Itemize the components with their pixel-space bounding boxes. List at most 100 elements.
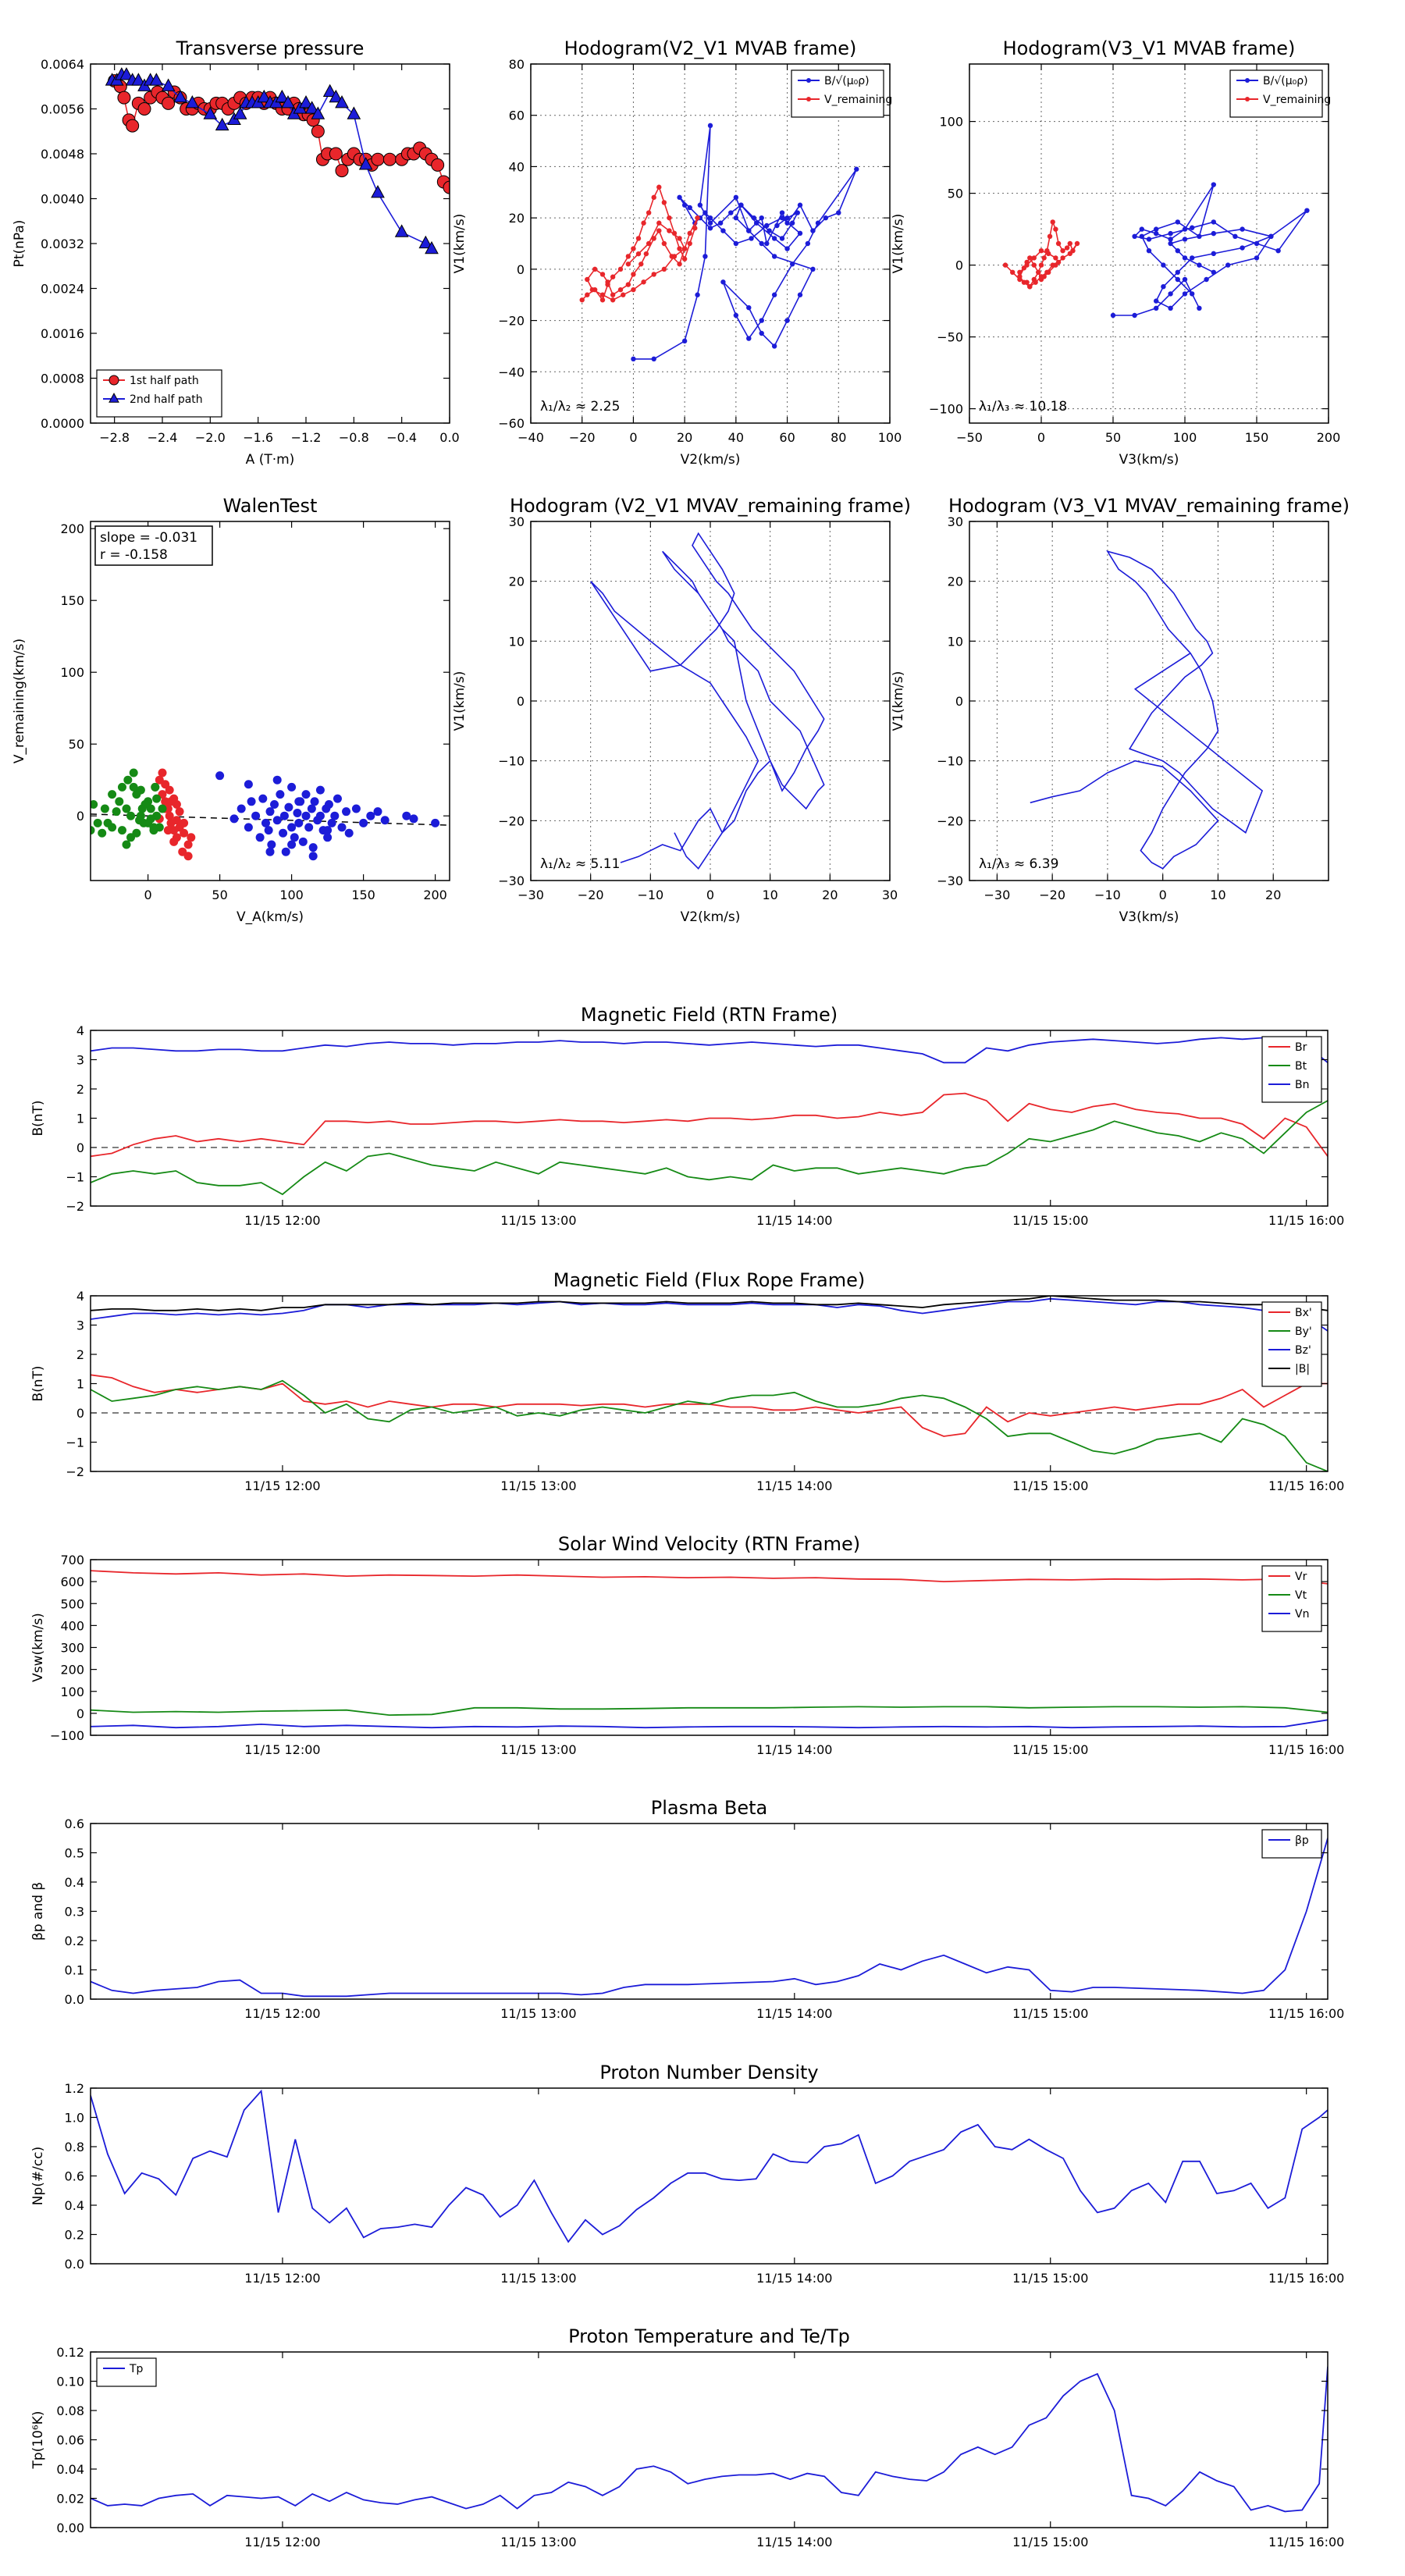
y-tick-label: 0.0008 [41, 372, 84, 386]
data-point [1275, 248, 1281, 254]
data-point [610, 274, 616, 279]
data-point [1254, 240, 1260, 247]
data-point [764, 240, 770, 247]
x-tick-label: −2.4 [148, 430, 178, 445]
y-tick-label: 80 [509, 57, 525, 72]
y-tick-label: 30 [509, 514, 525, 529]
plot-frame [90, 2351, 1329, 2528]
chart-wt: 0 50 100 150 200 0 50 100 150 200 WalenTest V_A(km/… [12, 495, 450, 925]
data-point [409, 814, 418, 824]
chart-mf_fr: 11/15 12:00 11/15 13:00 11/15 14:00 11/15 1… [30, 1269, 1344, 1493]
data-point [323, 826, 333, 835]
data-point [1268, 233, 1274, 239]
x-tick-label: 50 [212, 888, 227, 902]
y-tick-label: 20 [509, 211, 525, 226]
data-point [425, 240, 439, 254]
data-point [276, 790, 285, 799]
data-point [431, 818, 440, 827]
y-tick-label: 700 [60, 1553, 84, 1567]
y-axis-label: V1(km/s) [891, 214, 906, 274]
y-tick-label: 10 [509, 634, 525, 649]
x-axis-label: A (T·m) [246, 452, 295, 468]
y-tick-label: −2 [66, 1464, 84, 1479]
stats-line: slope = -0.031 [100, 530, 197, 546]
data-point [707, 220, 713, 226]
y-tick-label: 0.0056 [41, 102, 84, 117]
y-tick-label: 0.6 [65, 1816, 84, 1831]
y-tick-label: 0 [76, 1706, 84, 1721]
plot-area [590, 532, 825, 870]
data-point [117, 782, 126, 792]
y-tick-label: 0 [517, 262, 525, 277]
chart-h1: −40 −20 0 20 40 60 80 100−60−40−20020406080Hodo… [452, 37, 902, 468]
legend: Bx' By' Bz' |B| [1261, 1301, 1322, 1387]
legend: 1st half path 2nd half path [96, 369, 222, 418]
data-point [677, 236, 682, 241]
series-line [1030, 550, 1264, 870]
y-axis-label: Vsw(km/s) [30, 1613, 46, 1682]
data-point [1067, 251, 1073, 257]
data-point [1168, 237, 1173, 242]
data-point [646, 240, 652, 247]
y-tick-label: 1.2 [65, 2081, 84, 2096]
series-line [91, 1719, 1328, 1729]
data-point [169, 837, 179, 846]
data-point [137, 102, 151, 116]
data-point [720, 279, 726, 285]
legend: Vr Vt Vn [1261, 1565, 1322, 1632]
data-point [158, 768, 167, 777]
x-tick-label: 11/15 12:00 [244, 1742, 320, 1757]
data-point [635, 236, 642, 241]
data-point [380, 816, 389, 825]
x-tick-label: 11/15 13:00 [500, 2535, 576, 2549]
y-axis-label: V1(km/s) [452, 671, 468, 731]
data-point [733, 240, 739, 247]
series-h2-1 [1002, 219, 1080, 290]
series-line [91, 1838, 1328, 1998]
data-point [1031, 255, 1037, 261]
data-point [149, 823, 158, 832]
x-tick-label: 30 [882, 888, 898, 902]
data-point [123, 775, 133, 785]
data-point [681, 338, 688, 344]
data-point [771, 292, 777, 297]
annotation-text: λ₁/λ₂ ≈ 5.11 [540, 856, 620, 872]
x-tick-label: −20 [1039, 888, 1065, 902]
data-point [284, 802, 293, 812]
legend-label: Vr [1295, 1571, 1307, 1583]
stats-line: r = -0.158 [100, 547, 168, 563]
data-point [1240, 226, 1245, 232]
plot-area [91, 1838, 1328, 1998]
data-point [784, 220, 790, 226]
x-tick-label: 20 [1265, 888, 1281, 902]
y-tick-label: −100 [50, 1728, 84, 1743]
data-point [702, 210, 708, 215]
y-tick-label: 1 [76, 1377, 84, 1392]
data-point [132, 828, 141, 838]
data-point [1064, 245, 1070, 251]
data-point [1161, 284, 1166, 290]
legend-label: By' [1295, 1325, 1312, 1338]
series-mf_rtn-0 [91, 1092, 1328, 1158]
data-point [1254, 255, 1260, 261]
x-tick-label: 20 [822, 888, 838, 902]
chart-title: Proton Number Density [599, 2062, 818, 2083]
data-point [810, 266, 816, 272]
data-point [681, 246, 688, 251]
legend-label: Bx' [1295, 1307, 1312, 1319]
data-point [677, 194, 682, 201]
data-point [1197, 262, 1202, 268]
plot-area [91, 2089, 1328, 2243]
series-h1-1 [579, 184, 700, 303]
data-point [255, 833, 265, 842]
data-point [115, 797, 124, 806]
data-point [1190, 291, 1195, 297]
data-point [310, 797, 319, 806]
data-point [1175, 248, 1181, 254]
data-point [281, 95, 295, 109]
data-point [656, 220, 662, 226]
data-point [112, 807, 121, 817]
data-point [272, 816, 282, 825]
legend: B/√(μ₀ρ) V_remaining [1229, 69, 1331, 118]
